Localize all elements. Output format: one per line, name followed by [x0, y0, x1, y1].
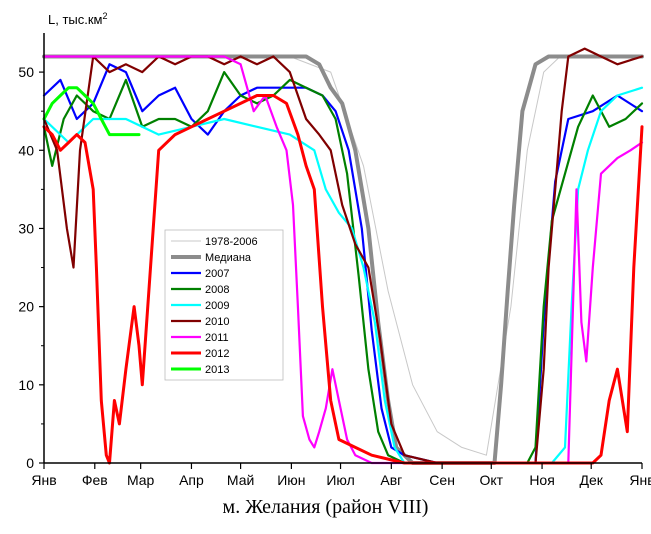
x-tick-label: Окт	[479, 472, 503, 488]
x-tick-label: Апр	[179, 472, 204, 488]
x-tick-label: Янв	[629, 472, 651, 488]
y-tick-label: 50	[18, 64, 34, 80]
series-line-2013	[44, 88, 139, 135]
x-tick-label: Янв	[31, 472, 56, 488]
series-line-2007	[44, 64, 642, 463]
y-axis-label: L, тыс.км2	[48, 11, 108, 27]
legend-label: 2009	[205, 300, 229, 312]
series-line-2009	[44, 88, 642, 463]
y-axis-label-superscript: 2	[103, 11, 108, 21]
x-tick-label: Фев	[82, 472, 108, 488]
legend-label: 2012	[205, 348, 229, 360]
series-line-2011	[44, 57, 642, 464]
series-layer	[44, 49, 642, 463]
legend-label: Медиана	[205, 252, 252, 264]
legend-label: 2013	[205, 364, 229, 376]
x-tick-label: Сен	[429, 472, 455, 488]
x-tick-label: Ноя	[529, 472, 554, 488]
x-tick-label: Авг	[380, 472, 402, 488]
y-tick-label: 30	[18, 220, 34, 236]
legend-label: 2007	[205, 268, 229, 280]
y-tick-label: 0	[26, 455, 34, 471]
legend-label: 2008	[205, 284, 229, 296]
x-tick-label: Май	[227, 472, 254, 488]
legend: 1978-2006 Медиана 2007 2008 2009 2010 2011 2012…	[165, 230, 283, 380]
y-tick-label: 40	[18, 142, 34, 158]
y-tick-label: 10	[18, 377, 34, 393]
legend-label: 2011	[205, 332, 229, 344]
x-tick-label: Июн	[277, 472, 305, 488]
x-tick-label: Мар	[127, 472, 155, 488]
x-tick-label: Дек	[580, 472, 604, 488]
legend-label: 2010	[205, 316, 229, 328]
x-tick-label: Июл	[326, 472, 354, 488]
legend-label: 1978-2006	[205, 236, 258, 248]
series-line-Медиана	[44, 57, 642, 464]
chart-caption: м. Желания (район VIII)	[0, 496, 651, 519]
series-line-1978-2006	[44, 57, 642, 456]
y-tick-label: 20	[18, 299, 34, 315]
